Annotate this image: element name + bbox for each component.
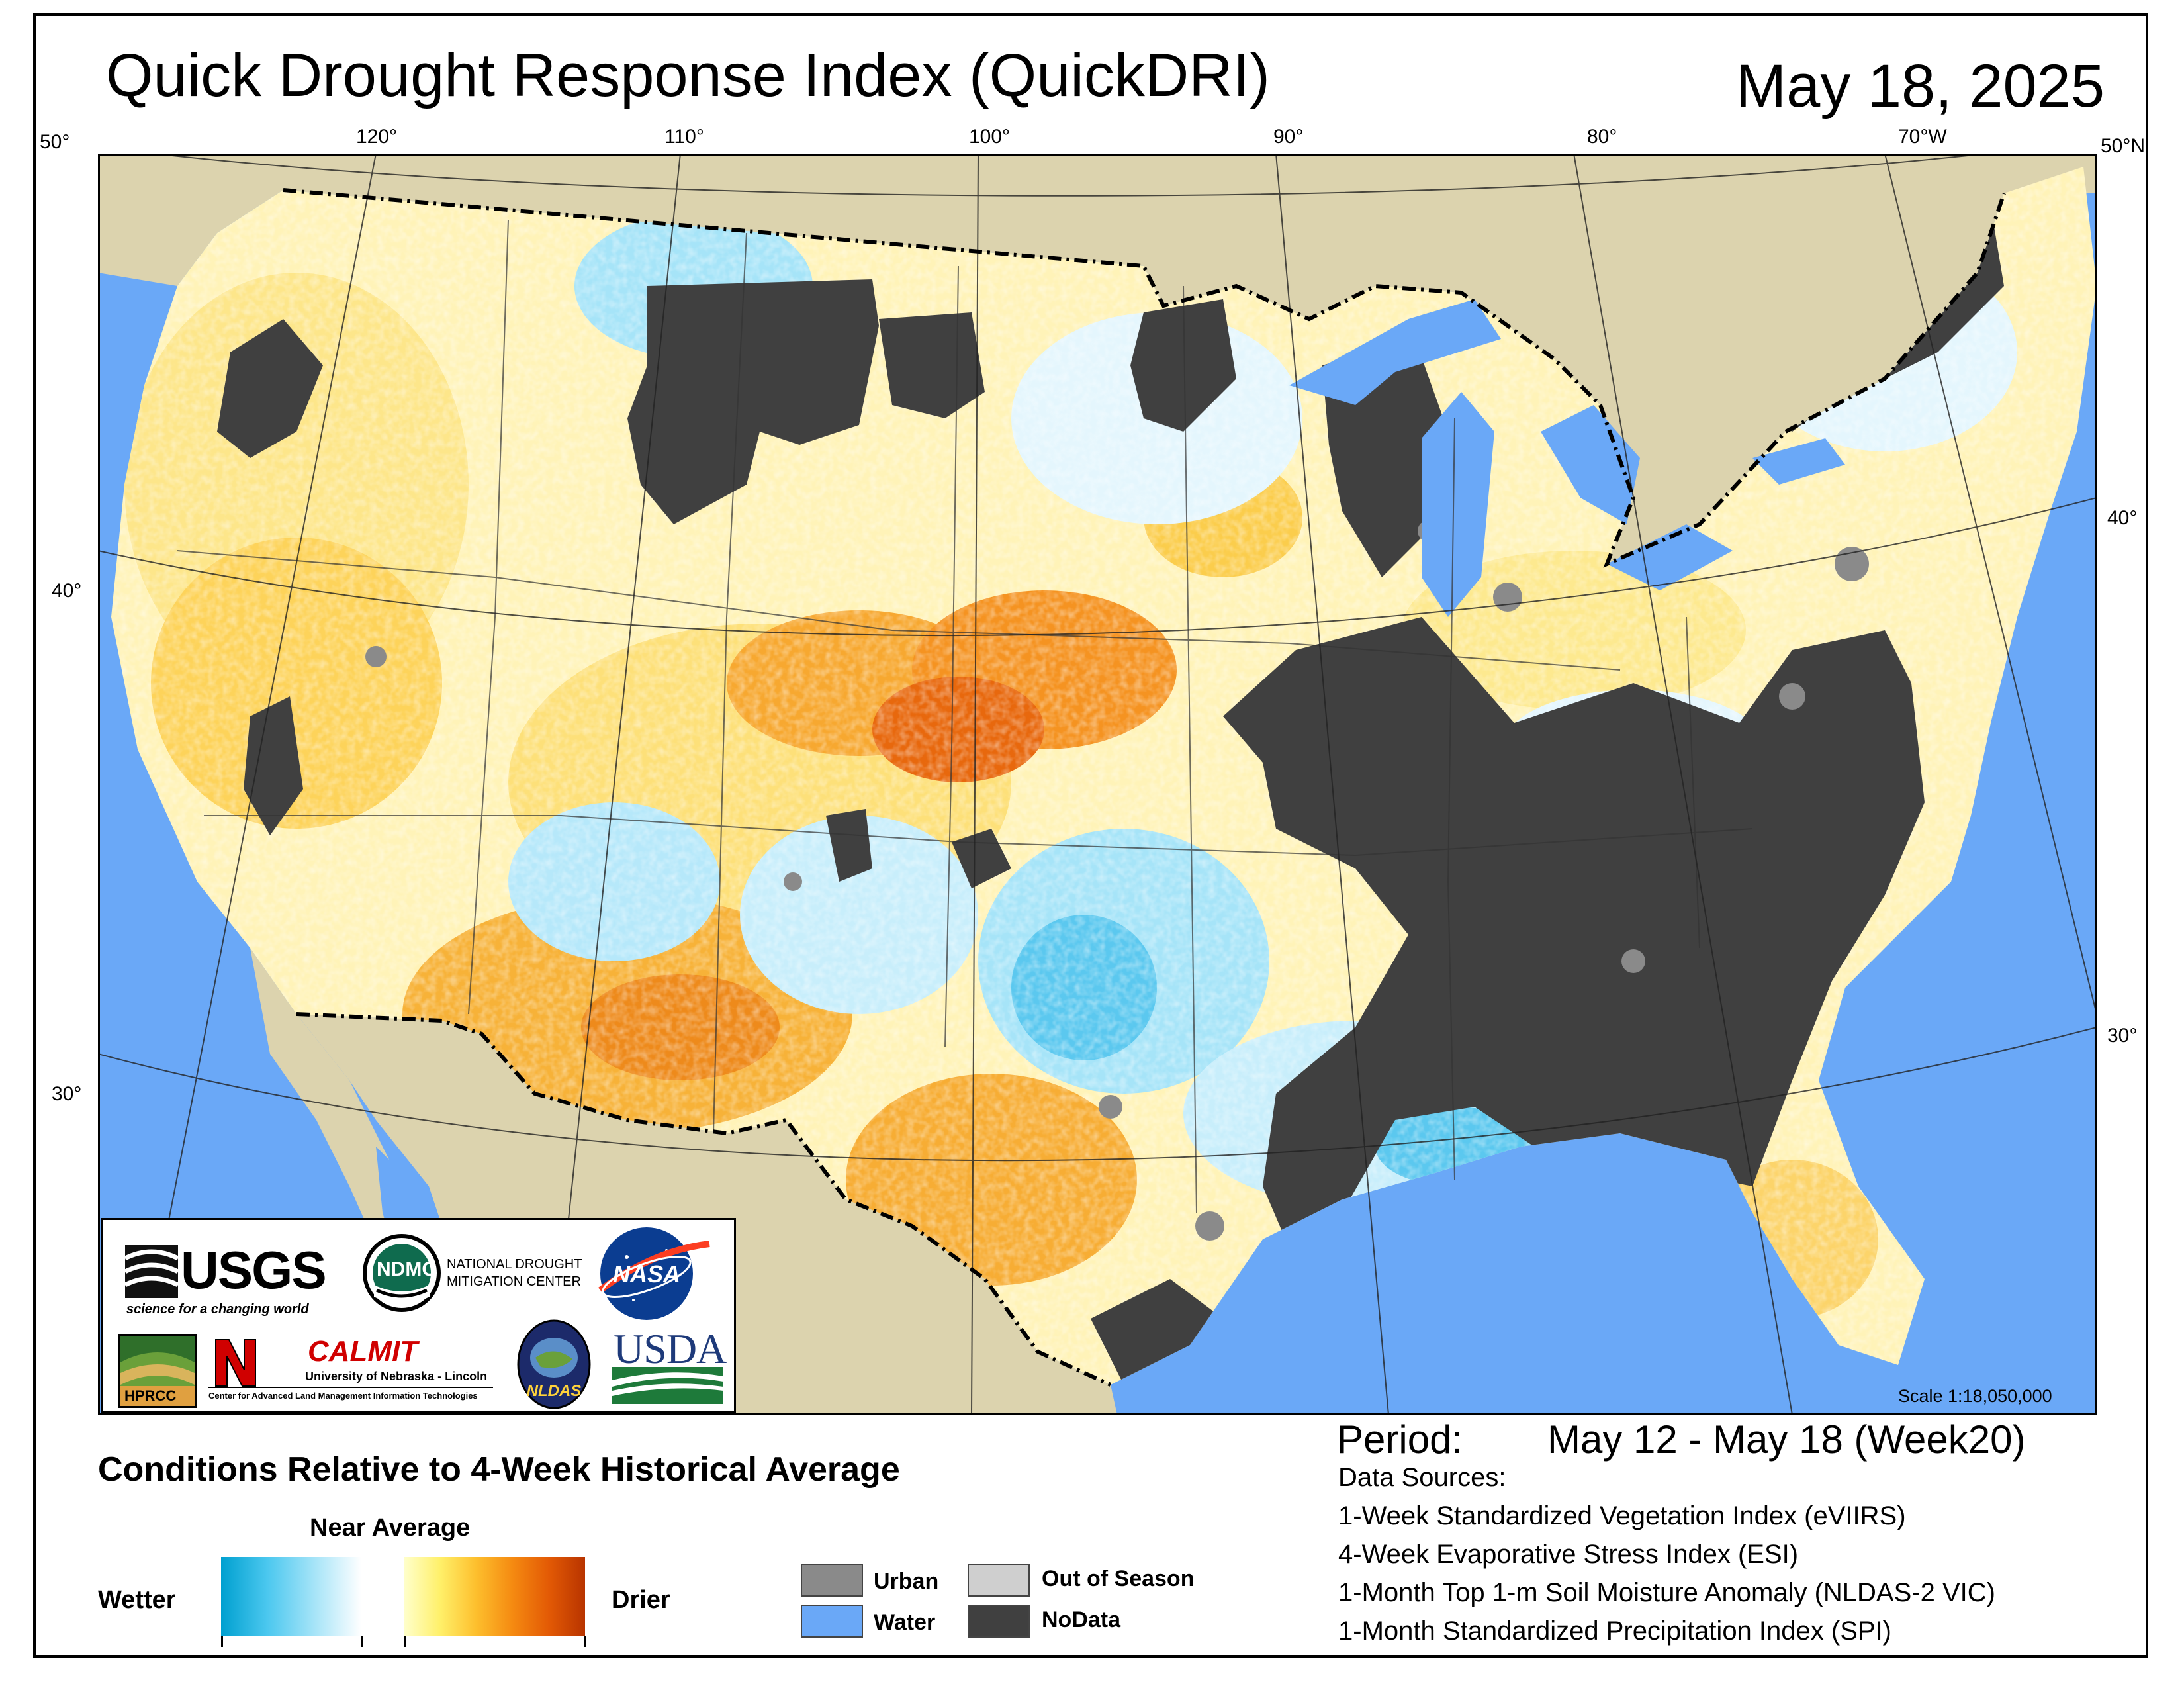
legend-tick (221, 1636, 223, 1647)
calmit-logo: CALMIT University of Nebraska - Lincoln … (208, 1334, 493, 1407)
grat-label-top-4: 90° (1273, 126, 1304, 148)
legend-title: Conditions Relative to 4-Week Historical… (98, 1450, 900, 1489)
grat-label-top-0: 50° (40, 131, 70, 153)
map-border (98, 154, 2097, 1415)
usgs-wave-icon (125, 1245, 178, 1298)
legend-swatch-nodata (968, 1605, 1030, 1638)
period-value: May 12 - May 18 (Week20) (1547, 1417, 2026, 1462)
logo-panel: USGS science for a changing world NDMC N… (101, 1218, 736, 1413)
legend-label-nodata: NoData (1042, 1607, 1121, 1632)
legend-swatch-urban (801, 1564, 863, 1597)
urban-areas (365, 520, 1869, 1241)
nldas-logo: NLDAS (514, 1318, 594, 1411)
calmit-line2: Center for Advanced Land Management Info… (208, 1391, 478, 1401)
legend-label-water: Water (874, 1610, 936, 1635)
nasa-meatball-icon: NASA (598, 1227, 710, 1320)
data-source-item: 1-Week Standardized Vegetation Index (eV… (1338, 1501, 1906, 1530)
data-source-item: 1-Month Standardized Precipitation Index… (1338, 1617, 1891, 1646)
data-source-item: 1-Month Top 1-m Soil Moisture Anomaly (N… (1338, 1578, 1995, 1607)
legend-wetter-label: Wetter (98, 1586, 176, 1614)
calmit-divider (208, 1387, 493, 1388)
calmit-line1: University of Nebraska - Lincoln (305, 1370, 488, 1383)
legend-wet-color-ramp (221, 1557, 361, 1636)
map-scale: Scale 1:18,050,000 (1898, 1386, 2052, 1406)
map-title: Quick Drought Response Index (QuickDRI) (106, 42, 1270, 109)
page-frame (33, 13, 2148, 1658)
state-boundaries (177, 219, 1753, 1213)
data-sources-heading: Data Sources: (1338, 1463, 1506, 1492)
map-date: May 18, 2025 (1735, 52, 2105, 120)
map-panel (98, 154, 2097, 1415)
calmit-text: CALMIT (308, 1335, 418, 1368)
hprcc-plains-icon (120, 1336, 195, 1406)
ndmc-logo: NDMC NATIONAL DROUGHT MITIGATION CENTER (362, 1233, 582, 1313)
grat-label-top-5: 80° (1587, 126, 1617, 148)
legend-label-out-of-season: Out of Season (1042, 1566, 1195, 1591)
usda-logo: USDA (612, 1325, 727, 1405)
lake-superior (1289, 299, 1501, 405)
great-lakes (1289, 299, 1845, 617)
nebraska-n-icon (215, 1339, 256, 1387)
ndmc-full-line2: MITIGATION CENTER (447, 1274, 581, 1289)
baja-land (250, 948, 409, 1246)
legend-tick (584, 1636, 586, 1647)
nldas-badge-icon: NLDAS (517, 1319, 591, 1409)
grat-label-top-6: 70°W (1898, 126, 1947, 148)
grat-label-right-1: 30° (2107, 1025, 2138, 1047)
usgs-tagline: science for a changing world (126, 1302, 309, 1317)
lake-michigan (1422, 392, 1494, 617)
usda-text: USDA (614, 1325, 727, 1372)
legend-dry-color-ramp (404, 1557, 585, 1636)
usgs-logo: USGS science for a changing world (125, 1240, 327, 1317)
period-label: Period: (1337, 1417, 1463, 1462)
international-border (283, 188, 2006, 1387)
grat-label-left-1: 30° (52, 1083, 82, 1105)
legend-swatch-out-of-season (968, 1564, 1030, 1597)
grat-label-top-2: 110° (664, 126, 704, 148)
graticule-lines (98, 154, 2097, 1415)
usda-field-icon (612, 1367, 723, 1404)
ndmc-text: NDMC (377, 1258, 436, 1280)
usgs-text: USGS (181, 1241, 327, 1299)
legend-label-urban: Urban (874, 1569, 939, 1594)
grat-label-left-0: 40° (52, 580, 82, 602)
lake-huron (1541, 405, 1640, 524)
legend-near-average-label: Near Average (310, 1514, 471, 1542)
legend-drier-label: Drier (612, 1586, 670, 1614)
legend-tick (404, 1636, 406, 1647)
nasa-logo: NASA (594, 1224, 713, 1323)
grat-label-top-7: 50°N (2101, 135, 2146, 157)
map-canvas (98, 154, 2097, 1415)
lake-erie (1607, 524, 1733, 590)
grat-label-top-1: 120° (356, 126, 398, 148)
lake-ontario (1752, 438, 1845, 485)
nasa-text: NASA (613, 1260, 680, 1288)
hprcc-text: HPRCC (124, 1387, 177, 1404)
canada-land (98, 154, 2097, 564)
grat-label-right-0: 40° (2107, 507, 2138, 529)
legend-swatch-water (801, 1605, 863, 1638)
data-source-item: 4-Week Evaporative Stress Index (ESI) (1338, 1540, 1799, 1569)
legend-tick (361, 1636, 363, 1647)
nldas-text: NLDAS (527, 1382, 582, 1400)
grat-label-top-3: 100° (969, 126, 1011, 148)
hprcc-logo: HPRCC (118, 1334, 197, 1408)
ndmc-seal-icon (363, 1234, 441, 1312)
ndmc-full-line1: NATIONAL DROUGHT (447, 1257, 582, 1272)
